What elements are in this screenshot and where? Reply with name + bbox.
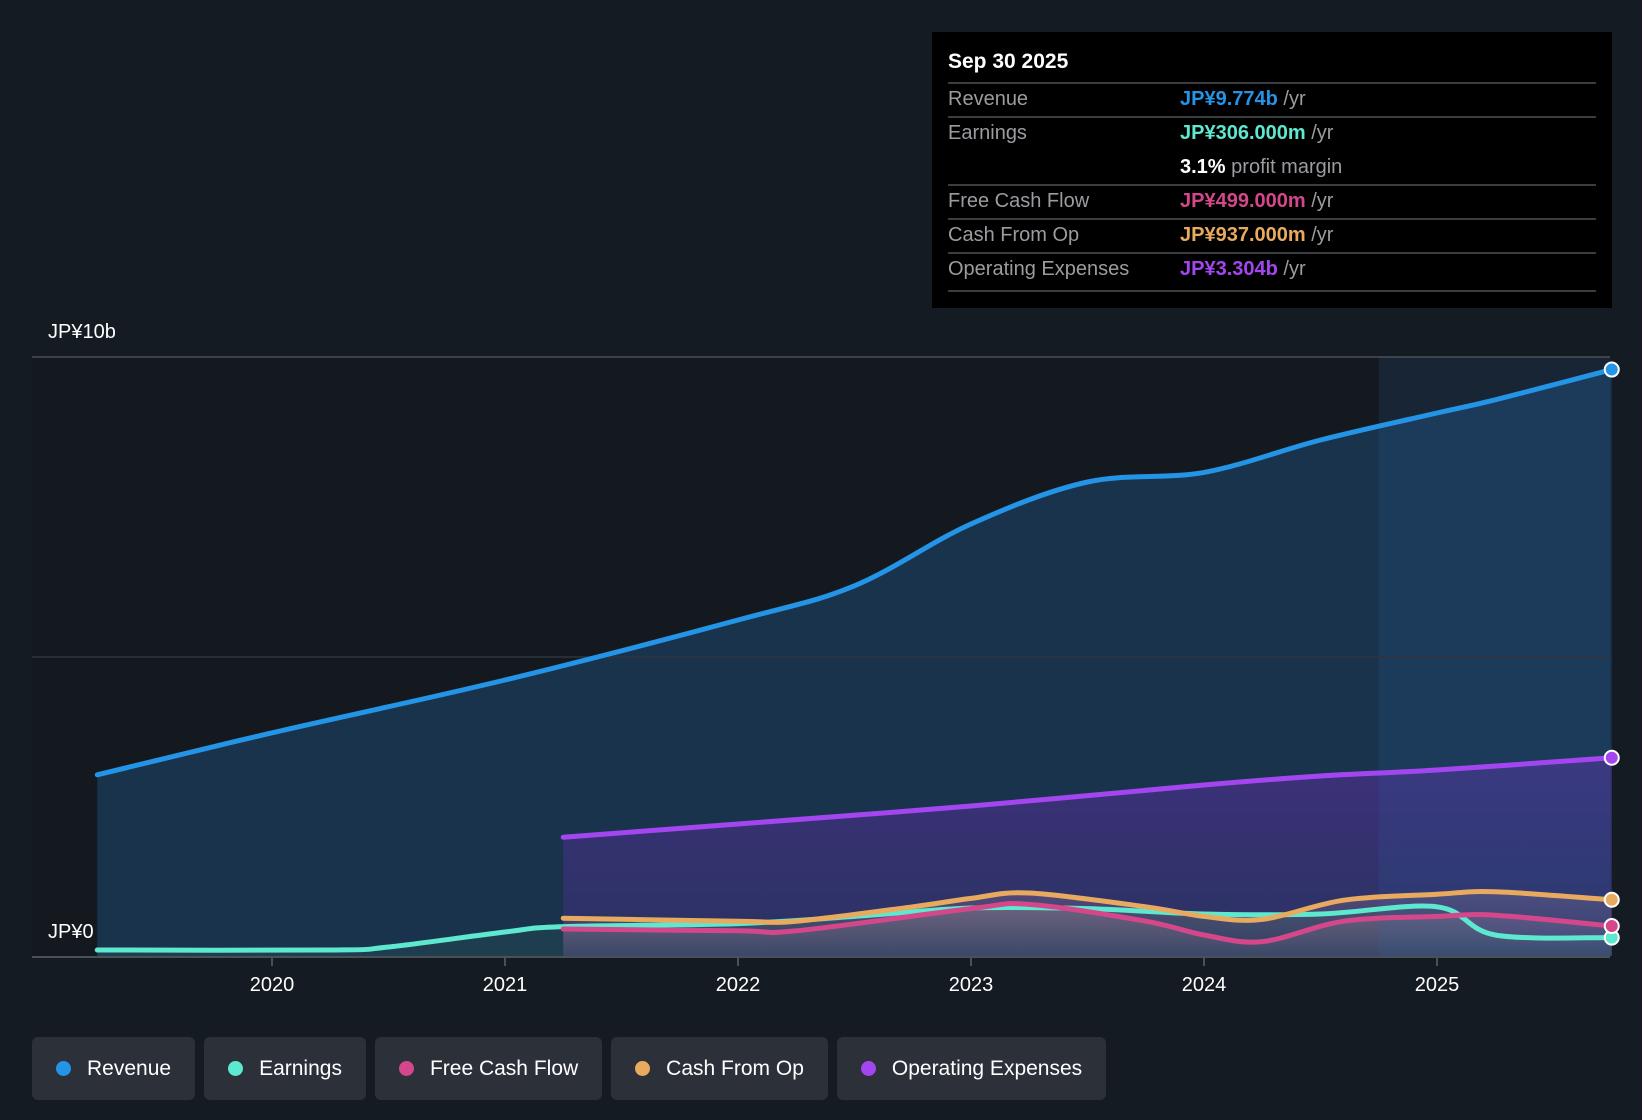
x-tick-label: 2020 [250, 974, 295, 996]
cash-from-op-end-point [1603, 891, 1620, 908]
tooltip-row: 3.1% profit margin [948, 150, 1596, 184]
tooltip-label: Revenue [948, 88, 1029, 110]
tooltip-unit: /yr [1283, 88, 1306, 110]
legend-label: Cash From Op [666, 1056, 804, 1080]
earnings-line [94, 903, 1615, 953]
legend-label: Free Cash Flow [429, 1056, 579, 1080]
legend-item-revenue[interactable]: Revenue [32, 1037, 196, 1100]
tooltip-amount: JP¥3.304b [1180, 258, 1278, 280]
tooltip-amount: 3.1% [1180, 156, 1226, 178]
tooltip-value: 3.1% profit margin [1180, 156, 1342, 179]
tooltip-amount: JP¥937.000m [1180, 224, 1306, 246]
tooltip-row: Revenue JP¥9.774b /yr [948, 82, 1596, 116]
legend-dot-icon [56, 1061, 71, 1076]
operating-expenses-end-point [1603, 749, 1620, 766]
tooltip-row: Free Cash Flow JP¥499.000m /yr [948, 184, 1596, 218]
x-tick-label: 2021 [483, 974, 528, 996]
tooltip-unit: /yr [1283, 258, 1306, 280]
tooltip-value: JP¥9.774b /yr [1180, 88, 1306, 111]
tooltip-amount: JP¥9.774b [1180, 88, 1278, 110]
tooltip-row: Operating Expenses JP¥3.304b /yr [948, 252, 1596, 286]
tooltip: Sep 30 2025 Revenue JP¥9.774b /yr Earnings… [932, 32, 1612, 308]
legend-label: Operating Expenses [891, 1056, 1083, 1080]
tooltip-label: Operating Expenses [948, 258, 1130, 280]
tooltip-value: JP¥499.000m /yr [1180, 190, 1333, 213]
tooltip-amount: JP¥306.000m [1180, 122, 1306, 144]
x-tick-label: 2025 [1415, 974, 1460, 996]
free-cash-flow-end-point [1603, 918, 1620, 935]
x-tick-label: 2024 [1182, 974, 1227, 996]
tooltip-row: Cash From Op JP¥937.000m /yr [948, 218, 1596, 252]
legend-dot-icon [635, 1061, 651, 1076]
tooltip-date: Sep 30 2025 [948, 50, 1069, 73]
tooltip-row: Earnings JP¥306.000m /yr [948, 116, 1596, 150]
tooltip-value: JP¥937.000m /yr [1180, 224, 1333, 247]
tooltip-divider [948, 290, 1596, 292]
legend-dot-icon [228, 1061, 244, 1076]
legend-label: Earnings [259, 1056, 342, 1080]
legend: Revenue Earnings Free Cash Flow Cash From O… [32, 1037, 1107, 1100]
tooltip-label: Free Cash Flow [948, 190, 1090, 212]
chart-plot: 2020 2021 2022 2023 2024 2025 [32, 356, 1620, 996]
operating-expenses-line [560, 755, 1615, 840]
tooltip-unit: profit margin [1231, 156, 1343, 178]
legend-item-operating-expenses[interactable]: Operating Expenses [836, 1037, 1107, 1100]
legend-label: Revenue [87, 1056, 172, 1080]
legend-item-free-cash-flow[interactable]: Free Cash Flow [374, 1037, 603, 1100]
tooltip-unit: /yr [1311, 122, 1334, 144]
cash-from-op-area [563, 891, 1612, 956]
x-tick-label: 2023 [949, 974, 994, 996]
tooltip-value: JP¥306.000m /yr [1180, 122, 1333, 145]
legend-item-earnings[interactable]: Earnings [204, 1037, 366, 1100]
tooltip-unit: /yr [1311, 224, 1334, 246]
x-tick-label: 2022 [716, 974, 761, 996]
y-label-bottom: JP¥0 [48, 921, 94, 943]
legend-dot-icon [398, 1061, 414, 1076]
tooltip-label: Cash From Op [948, 224, 1080, 246]
tooltip-unit: /yr [1311, 190, 1334, 212]
tooltip-amount: JP¥499.000m [1180, 190, 1306, 212]
revenue-end-point [1603, 361, 1620, 378]
legend-item-cash-from-op[interactable]: Cash From Op [611, 1037, 828, 1100]
tooltip-label: Earnings [948, 122, 1027, 144]
free-cash-flow-line [560, 901, 1615, 945]
y-label-top: JP¥10b [48, 321, 116, 343]
tooltip-value: JP¥3.304b /yr [1180, 258, 1306, 281]
cash-from-op-line [560, 889, 1615, 925]
revenue-line [94, 367, 1615, 778]
legend-dot-icon [860, 1061, 876, 1076]
